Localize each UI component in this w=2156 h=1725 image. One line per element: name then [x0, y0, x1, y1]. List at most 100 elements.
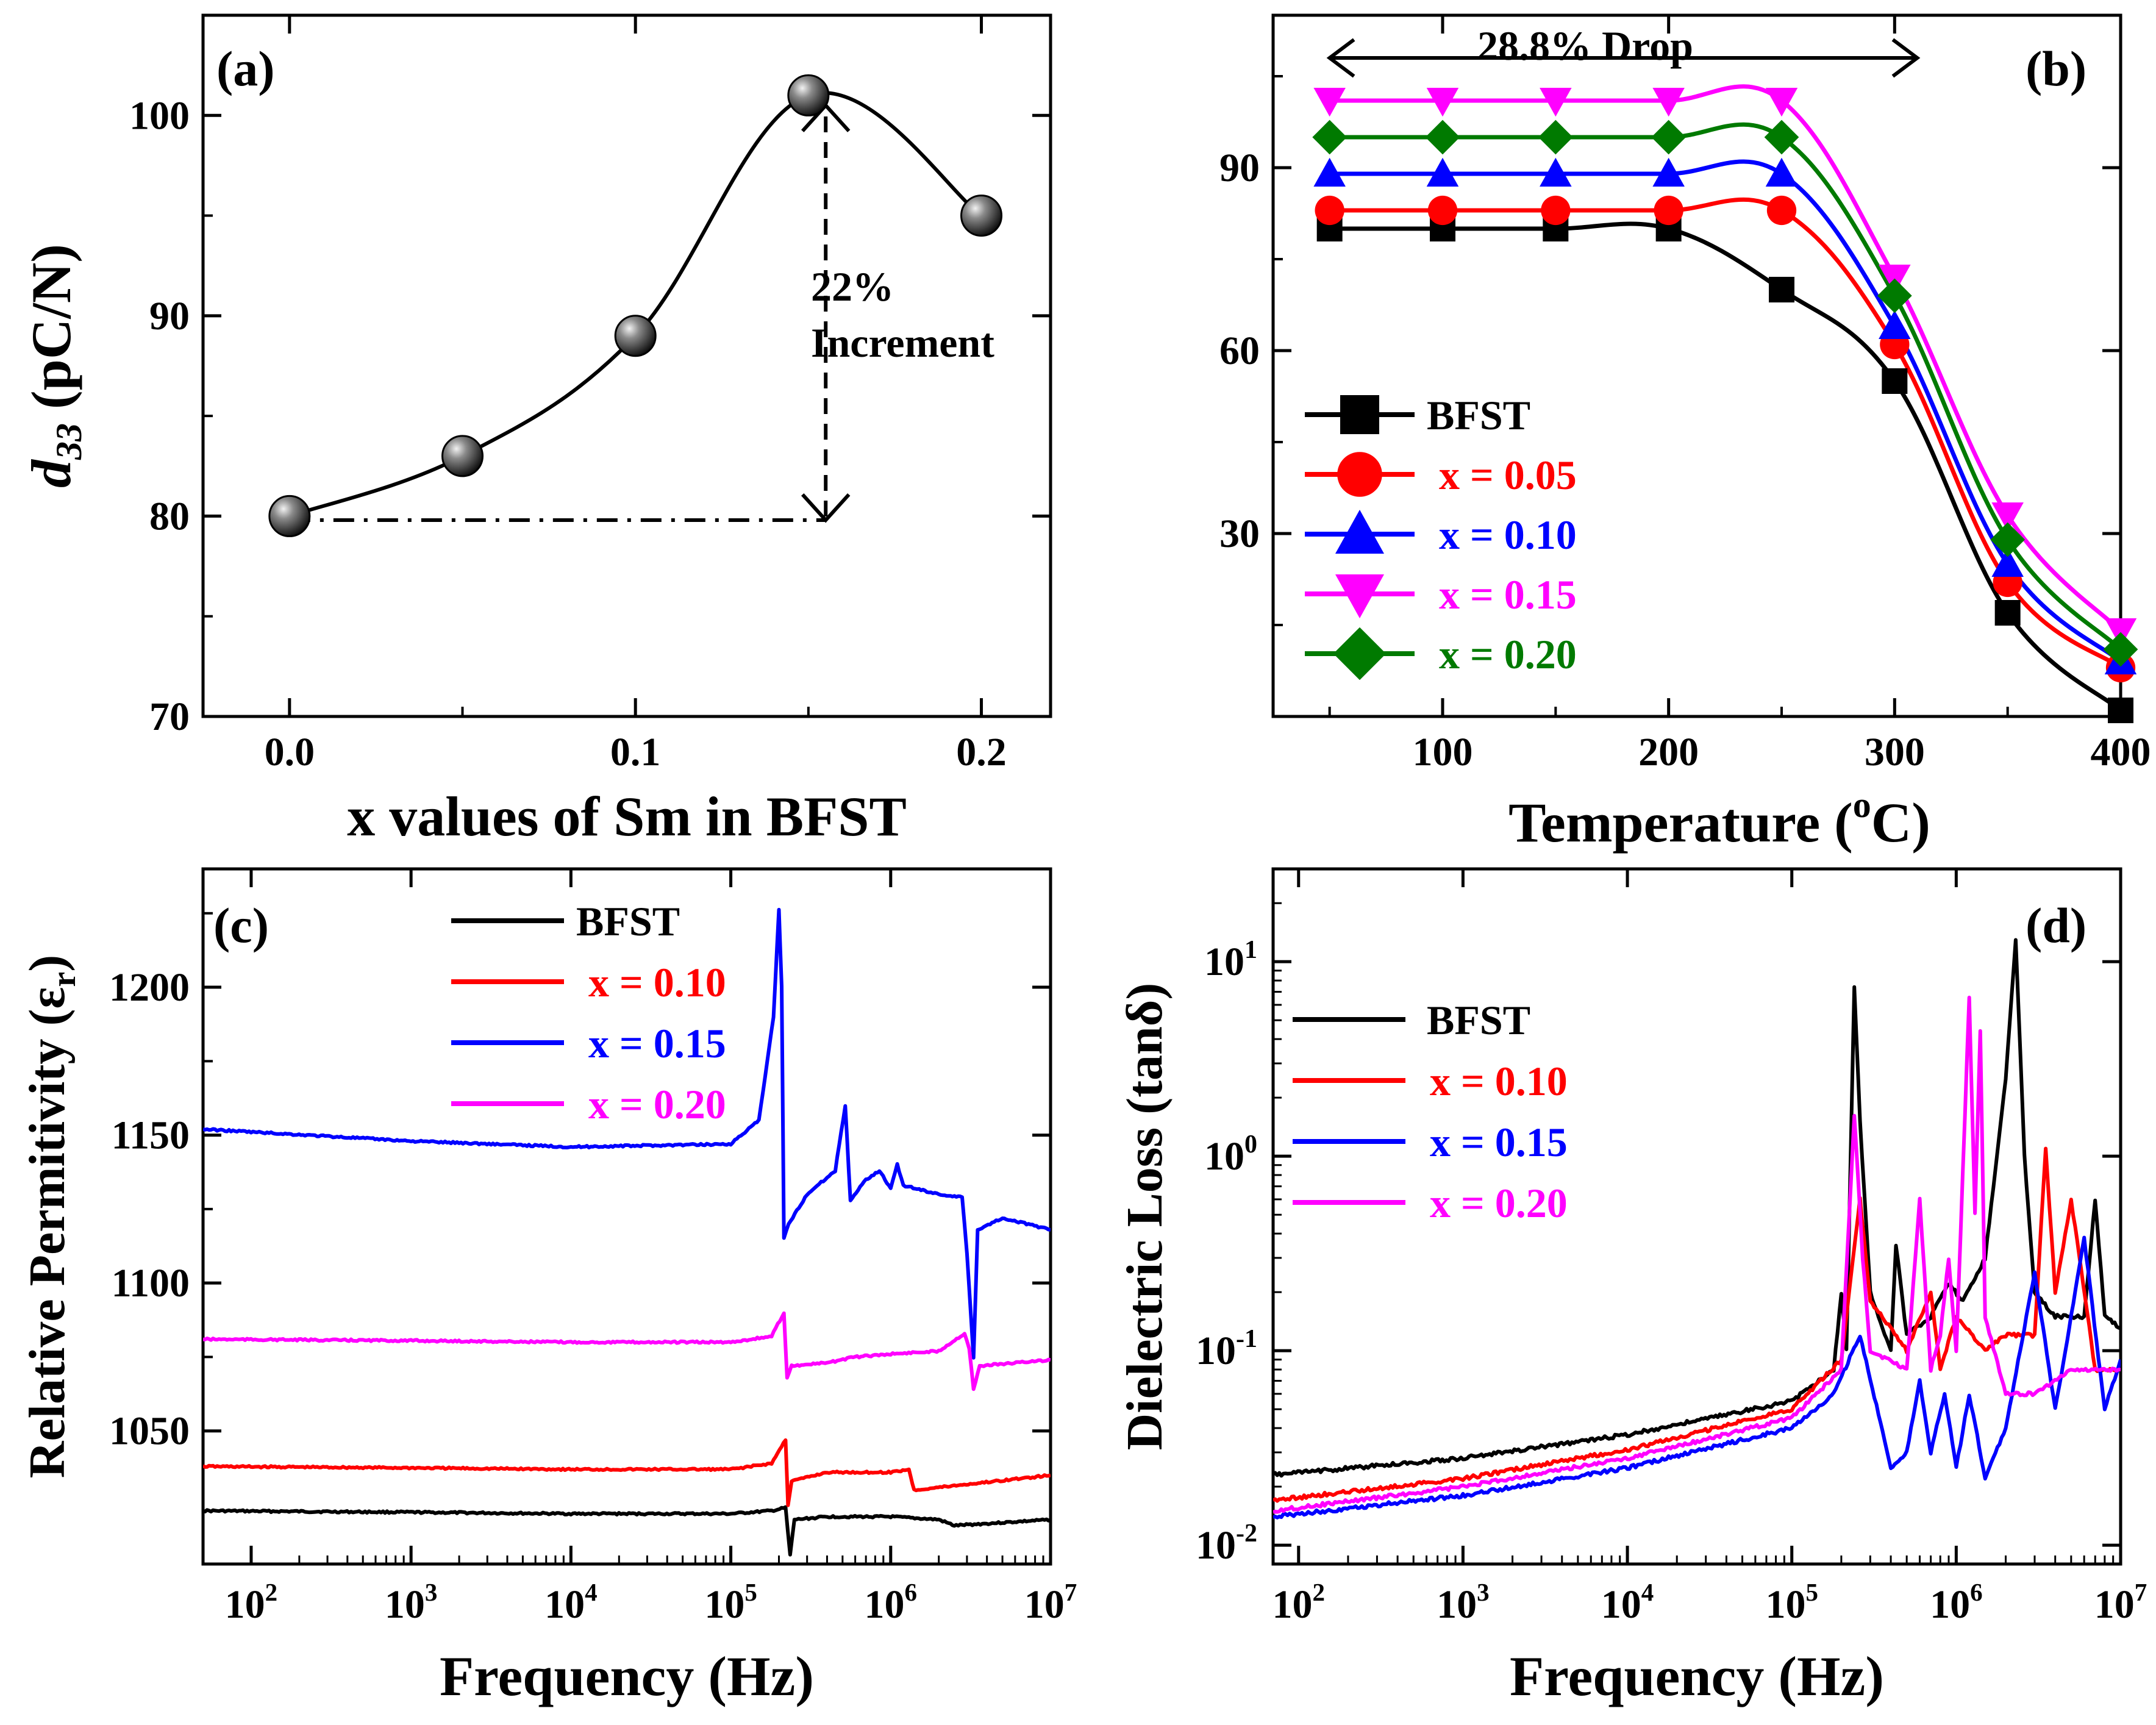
legend-marker-b — [1335, 510, 1384, 554]
d33-curve — [288, 91, 983, 518]
series-line-c — [203, 907, 1051, 1360]
legend-label-c: x = 0.20 — [588, 1081, 726, 1127]
d33-data-point — [787, 74, 830, 116]
data-marker-b — [1426, 88, 1459, 117]
data-marker-b — [2103, 632, 2138, 667]
x-tick-label-a: 0.1 — [610, 730, 661, 774]
data-marker-b — [1540, 88, 1572, 117]
x-tick-label-b: 100 — [1413, 730, 1473, 774]
data-marker-b — [1426, 157, 1459, 187]
plot-frame-b — [1271, 13, 2122, 718]
drop-arrowhead-right — [1891, 38, 1921, 78]
x-tick-label-b: 300 — [1865, 730, 1925, 774]
y-tick-label-a: 70 — [149, 695, 190, 739]
y-tick-label-d: 100 — [1204, 1130, 1257, 1179]
y-axis-label-d: Dielectric Loss (tanδ) — [1116, 983, 1173, 1451]
panel-label-b: (b) — [2026, 41, 2086, 96]
y-tick-label-b: 30 — [1219, 512, 1260, 556]
x-tick-label-c: 105 — [704, 1578, 757, 1627]
legend-label-c: x = 0.10 — [588, 959, 726, 1005]
plot-frame-c — [201, 867, 1052, 1566]
x-tick-label-d: 106 — [1930, 1578, 1983, 1627]
panel-label-a: (a) — [216, 41, 275, 96]
legend-marker-b — [1333, 627, 1387, 680]
legend-marker-b — [1340, 395, 1379, 434]
data-marker-b — [1765, 88, 1798, 117]
data-marker-b — [1652, 88, 1685, 117]
panel-a: 0.0 0.1 0.2 70 80 90 100 (a) 22% Increment x v… — [20, 13, 1052, 848]
x-tick-label-c: 102 — [225, 1578, 278, 1627]
data-marker-b — [1313, 157, 1346, 187]
legend-label-c: x = 0.15 — [588, 1020, 726, 1066]
data-marker-b — [1540, 157, 1572, 187]
x-tick-label-d: 102 — [1273, 1578, 1326, 1627]
y-tick-label-b: 60 — [1219, 329, 1260, 373]
data-marker-b — [1652, 157, 1685, 187]
y-tick-label-c: 1150 — [112, 1113, 190, 1158]
data-marker-b — [1990, 522, 2026, 557]
legend-label-b: x = 0.10 — [1439, 512, 1577, 558]
x-tick-label-c: 106 — [865, 1578, 918, 1627]
y-tick-label-c: 1050 — [109, 1409, 190, 1454]
data-marker-b — [1427, 195, 1458, 226]
data-marker-b — [1312, 120, 1348, 155]
data-marker-b — [1315, 195, 1344, 226]
y-tick-label-d: 10-2 — [1196, 1520, 1257, 1568]
series-line-b — [1329, 221, 2121, 712]
plot-frame-d — [1271, 867, 2122, 1566]
panel-label-d: (d) — [2026, 898, 2086, 953]
series-line-b — [1329, 159, 2121, 663]
y-tick-label-d: 101 — [1204, 936, 1257, 984]
x-tick-label-c: 104 — [544, 1578, 598, 1627]
legend-label-d: x = 0.15 — [1430, 1119, 1568, 1165]
increment-arrowhead-bottom — [801, 493, 851, 523]
drop-label: 28.8% Drop — [1477, 23, 1693, 69]
x-axis-label-a: x values of Sm in BFST — [347, 785, 907, 848]
legend-marker-b — [1337, 452, 1382, 497]
y-tick-label-a: 100 — [129, 93, 190, 138]
legend-label-d: BFST — [1427, 997, 1530, 1043]
x-tick-label-d: 107 — [2094, 1578, 2147, 1627]
legend-label-b: BFST — [1427, 392, 1530, 438]
legend-label-b: x = 0.20 — [1439, 631, 1577, 677]
series-line-c — [203, 1311, 1051, 1391]
x-tick-label-d: 103 — [1437, 1578, 1490, 1627]
panel-label-c: (c) — [213, 898, 269, 953]
legend-label-d: x = 0.20 — [1430, 1180, 1568, 1226]
series-line-d — [1273, 938, 2121, 1478]
y-tick-label-a: 80 — [149, 494, 190, 538]
series-line-c — [203, 1505, 1051, 1557]
y-tick-label-d: 10-1 — [1196, 1325, 1257, 1373]
legend-label-d: x = 0.10 — [1430, 1058, 1568, 1104]
increment-label-line1: 22% — [811, 263, 894, 310]
x-tick-label-d: 105 — [1765, 1578, 1818, 1627]
data-marker-b — [1764, 120, 1799, 155]
panel-d: 102 103 104 105 106 107 10-2 10-1 100 101 (d) BFS… — [1116, 867, 2147, 1707]
y-tick-label-c: 1200 — [109, 965, 190, 1010]
data-marker-b — [1877, 278, 1912, 313]
panel-c: 102 103 104 105 106 107 1050 1100 1150 1200 (c) B… — [19, 867, 1077, 1707]
data-marker-b — [1313, 88, 1346, 117]
x-axis-label-b: Temperature (oC) — [1508, 785, 1930, 854]
x-tick-label-b: 200 — [1638, 730, 1699, 774]
x-tick-label-d: 104 — [1601, 1578, 1654, 1627]
plot-frame-a — [201, 13, 1052, 718]
series-line-d — [1273, 995, 2121, 1514]
data-marker-b — [1541, 195, 1571, 226]
legend-label-b: x = 0.05 — [1439, 452, 1577, 498]
data-marker-b — [1765, 157, 1798, 187]
data-marker-b — [1651, 120, 1687, 155]
series-line-c — [203, 1438, 1051, 1507]
x-axis-label-d: Frequency (Hz) — [1510, 1645, 1884, 1707]
y-tick-label-a: 90 — [149, 294, 190, 338]
data-marker-b — [1991, 548, 2024, 577]
series-line-d — [1273, 1235, 2121, 1520]
data-marker-b — [1882, 368, 1908, 394]
data-marker-b — [1991, 502, 2024, 532]
d33-data-point — [441, 435, 484, 477]
x-tick-label-c: 107 — [1024, 1578, 1077, 1627]
data-marker-b — [1879, 310, 1911, 339]
data-marker-b — [1425, 120, 1460, 155]
drop-arrowhead-left — [1326, 38, 1355, 78]
